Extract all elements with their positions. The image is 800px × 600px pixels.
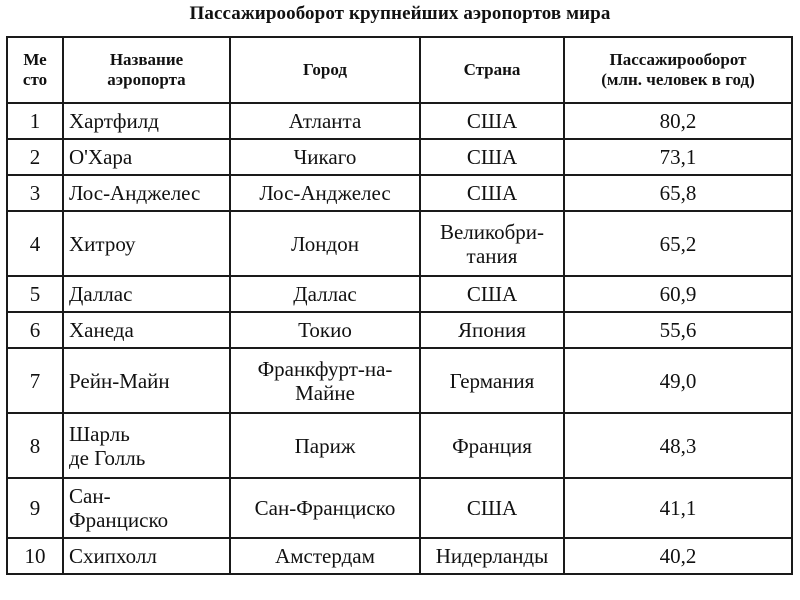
cell-traffic: 80,2 [563,102,793,140]
header-traffic: Пассажирооборот (млн. человек в год) [563,36,793,104]
cell-rank: 1 [6,102,64,140]
cell-airport-name: Сан- Франциско [62,477,231,539]
cell-city: Чикаго [229,138,421,176]
table-row: 1 Хартфилд Атланта США 80,2 [6,102,793,140]
header-airport-name: Название аэропорта [62,36,231,104]
cell-traffic: 65,8 [563,174,793,212]
cell-country: Япония [419,311,565,349]
cell-traffic: 55,6 [563,311,793,349]
cell-country: Нидерланды [419,537,565,575]
cell-city: Атланта [229,102,421,140]
cell-rank: 3 [6,174,64,212]
cell-airport-name: О'Хара [62,138,231,176]
cell-airport-name: Рейн-Майн [62,347,231,414]
cell-city: Лос-Анджелес [229,174,421,212]
table-row: 8 Шарль де Голль Париж Франция 48,3 [6,412,793,479]
cell-city: Франкфурт-на- Майне [229,347,421,414]
cell-country: Франция [419,412,565,479]
cell-country: США [419,174,565,212]
cell-city: Лондон [229,210,421,277]
cell-airport-name: Ханеда [62,311,231,349]
cell-rank: 9 [6,477,64,539]
cell-airport-name: Даллас [62,275,231,313]
table-row: 4 Хитроу Лондон Великобри- тания 65,2 [6,210,793,277]
cell-city: Амстердам [229,537,421,575]
cell-rank: 2 [6,138,64,176]
cell-city: Сан-Франциско [229,477,421,539]
cell-airport-name: Лос-Анджелес [62,174,231,212]
cell-rank: 4 [6,210,64,277]
cell-country: США [419,138,565,176]
table-row: 2 О'Хара Чикаго США 73,1 [6,138,793,176]
cell-airport-name: Шарль де Голль [62,412,231,479]
cell-city: Токио [229,311,421,349]
table-row: 6 Ханеда Токио Япония 55,6 [6,311,793,349]
header-rank: Ме сто [6,36,64,104]
cell-airport-name: Хартфилд [62,102,231,140]
table-row: 3 Лос-Анджелес Лос-Анджелес США 65,8 [6,174,793,212]
cell-country: США [419,477,565,539]
page-title: Пассажирооборот крупнейших аэропортов ми… [189,3,611,24]
header-country: Страна [419,36,565,104]
airports-table: Ме сто Название аэропорта Город Страна П… [6,36,793,575]
cell-country: Германия [419,347,565,414]
header-city: Город [229,36,421,104]
cell-traffic: 60,9 [563,275,793,313]
cell-traffic: 73,1 [563,138,793,176]
cell-country: Великобри- тания [419,210,565,277]
cell-traffic: 49,0 [563,347,793,414]
cell-rank: 7 [6,347,64,414]
cell-rank: 10 [6,537,64,575]
cell-traffic: 65,2 [563,210,793,277]
cell-city: Париж [229,412,421,479]
cell-country: США [419,102,565,140]
cell-rank: 6 [6,311,64,349]
table-row: 7 Рейн-Майн Франкфурт-на- Майне Германия… [6,347,793,414]
cell-airport-name: Схипхолл [62,537,231,575]
cell-country: США [419,275,565,313]
cell-rank: 8 [6,412,64,479]
table-row: 10 Схипхолл Амстердам Нидерланды 40,2 [6,537,793,575]
cell-airport-name: Хитроу [62,210,231,277]
table-row: 5 Даллас Даллас США 60,9 [6,275,793,313]
table-header-row: Ме сто Название аэропорта Город Страна П… [6,36,793,104]
cell-traffic: 41,1 [563,477,793,539]
cell-city: Даллас [229,275,421,313]
cell-traffic: 40,2 [563,537,793,575]
cell-rank: 5 [6,275,64,313]
table-row: 9 Сан- Франциско Сан-Франциско США 41,1 [6,477,793,539]
cell-traffic: 48,3 [563,412,793,479]
